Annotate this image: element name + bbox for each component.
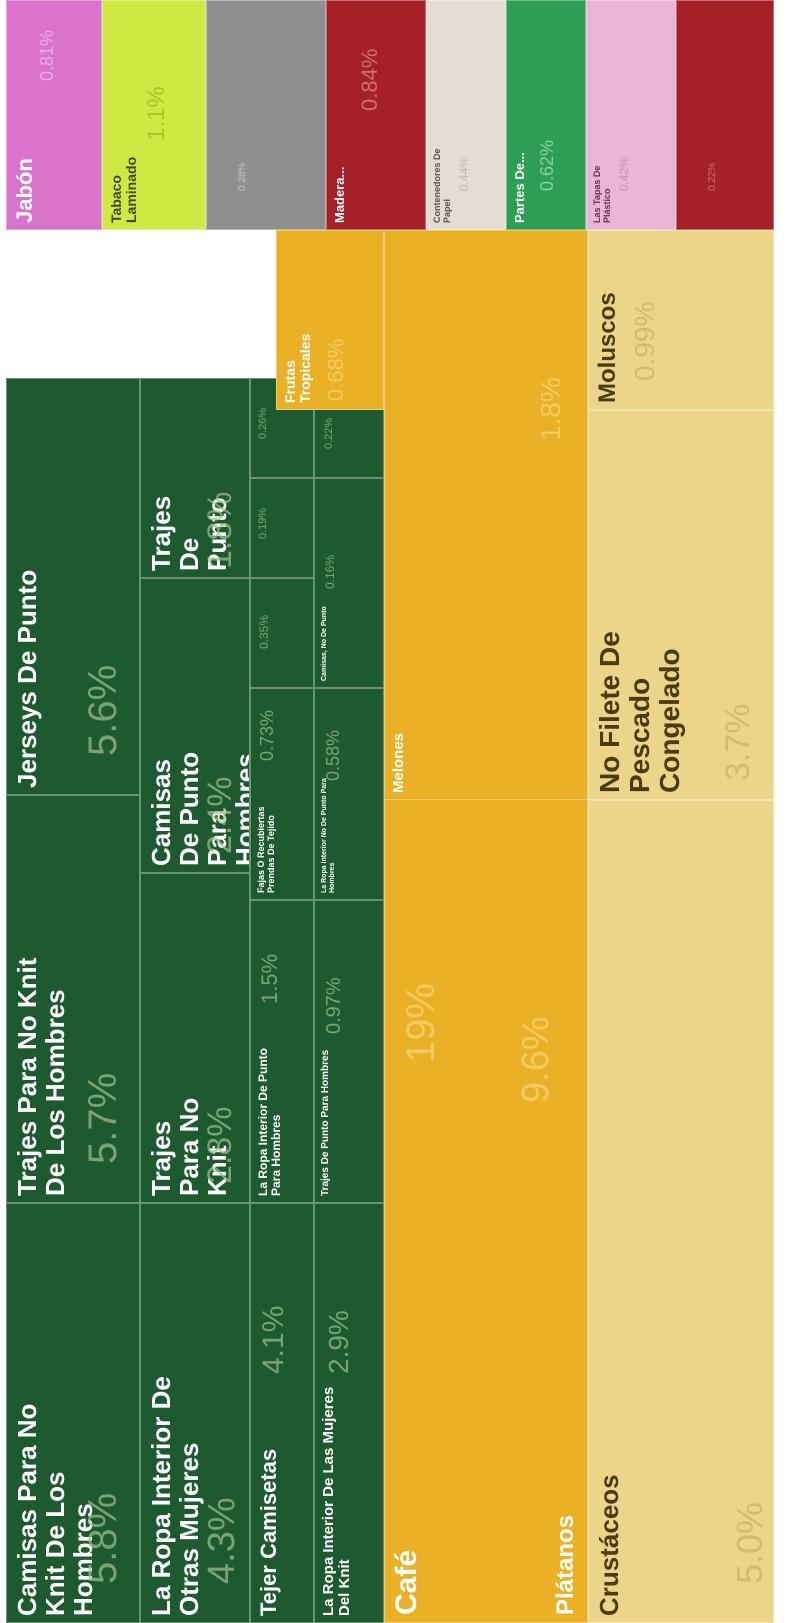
cell-value: 1.8%	[201, 491, 239, 570]
treemap-cell-trajes-de-punto[interactable]: Trajes De Punto 1.8%	[140, 378, 250, 578]
cell-value: 1.8%	[535, 377, 566, 441]
treemap-cell-trajes-no-knit-hombres[interactable]: Trajes Para No Knit De Los Hombres 5.7%	[6, 795, 140, 1203]
cell-value: 0.42%	[617, 156, 631, 191]
treemap-area: Camisas Para No Knit De Los Hombres 5.8% T…	[6, 0, 774, 1623]
cell-value: 2.4%	[201, 776, 239, 855]
treemap-cell-jabon[interactable]: Jabón 0.81%	[6, 0, 102, 230]
cell-value: 1.1%	[143, 86, 170, 141]
cell-value: 9.6%	[515, 1016, 557, 1103]
cell-value: 0.26%	[257, 407, 269, 439]
treemap-cell-contenedores-papel[interactable]: Contenedores De Papel 0.44%	[426, 0, 506, 230]
cell-label: Jerseys De Punto	[12, 569, 42, 788]
cell-value: 0.35%	[257, 614, 271, 649]
treemap-cell-trajes-punto-hombres[interactable]: Trajes De Punto Para Hombres 0.97%	[314, 900, 384, 1203]
cell-value: 0.62%	[537, 139, 557, 191]
cell-label: Café	[390, 1549, 423, 1615]
cell-value: 0.44%	[457, 156, 471, 191]
treemap-cell-jerseys-punto[interactable]: Jerseys De Punto 5.6%	[6, 378, 140, 795]
treemap-cell-wood-small[interactable]: 0.22%	[676, 0, 774, 230]
treemap-cell-tejer-camisetas[interactable]: Tejer Camisetas 4.1%	[250, 1203, 314, 1623]
cell-value: 0.22%	[707, 162, 718, 191]
cell-value: 0.28%	[237, 162, 248, 191]
cell-label: Melones	[390, 732, 407, 793]
treemap-cell-no-filete[interactable]: No Filete De Pescado Congelado 3.7%	[588, 410, 774, 800]
cell-label: Trajes Para No Knit De Los Hombres	[12, 957, 71, 1196]
cell-label: Tabaco Laminado	[108, 156, 140, 223]
treemap-cell-partes-de[interactable]: Partes De... 0.62%	[506, 0, 586, 230]
treemap-cell-frutas-tropicales[interactable]: Frutas Tropicales 0.68%	[276, 230, 384, 410]
treemap-cell-platanos[interactable]: Café 19% Plátanos 9.6%	[384, 800, 588, 1623]
cell-value: 5.0%	[729, 1501, 770, 1584]
treemap-cell-ropa-interior-otras[interactable]: La Ropa Interior De Otras Mujeres 4.3%	[140, 1203, 250, 1623]
cell-value: 0.84%	[357, 48, 382, 111]
treemap-cell-moluscos[interactable]: Moluscos 0.99%	[588, 230, 774, 410]
treemap-cell-crustaceos[interactable]: Crustáceos 5.0%	[588, 800, 774, 1623]
cell-value: 19%	[399, 982, 443, 1063]
treemap-cell-pink-small[interactable]: 0.28%	[206, 0, 326, 230]
cell-label: La Ropa Interior De Otras Mujeres	[146, 1376, 205, 1616]
treemap-cell-textiles-small-b[interactable]: 0.19%	[250, 478, 314, 578]
treemap-cell-trajes-no-knit[interactable]: Trajes Para No Knit 2.8%	[140, 873, 250, 1203]
cell-label: La Ropa Interior De Punto Para Hombres	[256, 1047, 283, 1196]
cell-label: Contenedores De Papel	[432, 148, 452, 223]
treemap-cell-camisas-punto-hombres[interactable]: Camisas De Punto Para Hombres 2.4%	[140, 578, 250, 873]
cell-value: 0.81%	[37, 29, 57, 81]
treemap-cell-camisas-no-knit[interactable]: Camisas Para No Knit De Los Hombres 5.8%	[6, 1203, 140, 1623]
cell-label: No Filete De Pescado Congelado	[594, 631, 686, 793]
cell-value: 3.7%	[719, 703, 757, 782]
treemap-cell-camisas-no-punto[interactable]: Camisas, No De Punto 0.16%	[314, 478, 384, 688]
cell-value: 0.99%	[629, 301, 660, 381]
cell-value: 2.9%	[323, 1310, 354, 1374]
cell-label: Madera...	[332, 166, 347, 223]
cell-value: 0.19%	[257, 507, 269, 539]
cell-value: 0.73%	[257, 709, 277, 761]
cell-value: 0.68%	[323, 338, 348, 401]
cell-label: Plátanos	[552, 1514, 579, 1615]
cell-label: Las Tapas De Plástico	[592, 165, 612, 223]
treemap-cell-fajas[interactable]: Fajas O Recubiertas Prendas De Tejido 0.7…	[250, 688, 314, 900]
cell-value: 4.3%	[201, 1497, 243, 1584]
cell-value: 0.97%	[323, 977, 345, 1034]
cell-label: Fajas O Recubiertas Prendas De Tejido	[256, 806, 276, 893]
cell-label: Trajes De Punto Para Hombres	[320, 1049, 331, 1196]
treemap-cell-ropa-interior-knit[interactable]: La Ropa Interior De Las Mujeres Del Knit…	[314, 1203, 384, 1623]
treemap-cell-ropa-interior-punto-hombres[interactable]: La Ropa Interior De Punto Para Hombres 1.…	[250, 900, 314, 1203]
cell-label: Moluscos	[594, 292, 621, 403]
cell-value: 1.5%	[257, 953, 282, 1004]
cell-label: Partes De...	[512, 152, 527, 223]
cell-value: 2.8%	[201, 1106, 239, 1185]
cell-value: 0.58%	[323, 729, 343, 781]
cell-value: 5.7%	[81, 1072, 125, 1164]
cell-label: Frutas Tropicales	[282, 333, 314, 403]
treemap-cell-las-tapas-plastico[interactable]: Las Tapas De Plástico 0.42%	[586, 0, 676, 230]
treemap-cell-textiles-small-a[interactable]: 0.35%	[250, 578, 314, 688]
cell-label: La Ropa Interior No De Punto Para Hombre…	[321, 778, 336, 893]
cell-label: Jabón	[12, 158, 37, 223]
cell-label: Tejer Camisetas	[256, 1448, 281, 1616]
treemap-cell-ropa-interior-no-punto[interactable]: La Ropa Interior No De Punto Para Hombre…	[314, 688, 384, 900]
cell-value: 5.8%	[81, 1492, 125, 1584]
cell-label: La Ropa Interior De Las Mujeres Del Knit	[320, 1386, 354, 1616]
cell-value: 4.1%	[257, 1305, 290, 1374]
cell-value: 0.16%	[323, 554, 337, 589]
treemap-cell-tabaco-laminado[interactable]: Tabaco Laminado 1.1%	[102, 0, 206, 230]
cell-label: Crustáceos	[594, 1474, 624, 1616]
treemap-cell-melones[interactable]: Melones 1.8%	[384, 230, 588, 800]
cell-value: 5.6%	[81, 664, 125, 756]
treemap-cell-madera[interactable]: Madera... 0.84%	[326, 0, 426, 230]
cell-value: 0.22%	[323, 417, 335, 449]
